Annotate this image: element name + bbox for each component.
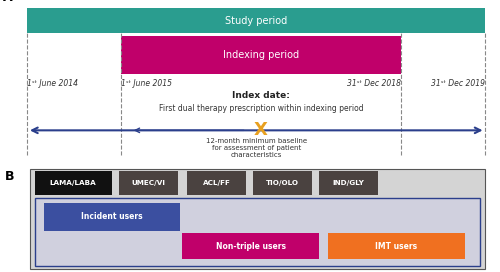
Text: A: A [3,0,13,4]
Text: ACL/FF: ACL/FF [202,180,230,186]
Bar [121,36,401,74]
Text: Index date:: Index date: [232,91,290,100]
Text: UMEC/VI: UMEC/VI [132,180,166,186]
Text: 1ˢᵗ June 2014: 1ˢᵗ June 2014 [27,79,78,88]
Text: 12-month minimum baseline
for assessment of patient
characteristics: 12-month minimum baseline for assessment… [206,138,307,158]
Text: Non-triple users: Non-triple users [216,242,286,251]
Text: Indexing period: Indexing period [223,50,299,60]
Bar [44,203,180,231]
Bar [319,171,378,195]
Bar [328,233,464,259]
Bar [187,171,246,195]
Bar [34,198,480,266]
Text: 31ˢᵗ Dec 2018: 31ˢᵗ Dec 2018 [347,79,401,88]
Text: IMT users: IMT users [375,242,418,251]
Text: First dual therapy prescription within indexing period: First dual therapy prescription within i… [159,104,364,113]
Bar [34,171,112,195]
Text: 31ˢᵗ Dec 2019: 31ˢᵗ Dec 2019 [432,79,486,88]
Text: IND/GLY: IND/GLY [332,180,364,186]
Bar [253,171,312,195]
Text: LAMA/LABA: LAMA/LABA [50,180,96,186]
Bar [118,171,178,195]
Text: 1ˢᵗ June 2015: 1ˢᵗ June 2015 [121,79,172,88]
Text: TIO/OLO: TIO/OLO [266,180,299,186]
Text: Incident users: Incident users [81,212,142,221]
Bar [27,8,485,33]
Text: Study period: Study period [225,16,288,26]
Text: X: X [254,121,268,139]
Text: B: B [5,170,15,183]
Bar [182,233,319,259]
